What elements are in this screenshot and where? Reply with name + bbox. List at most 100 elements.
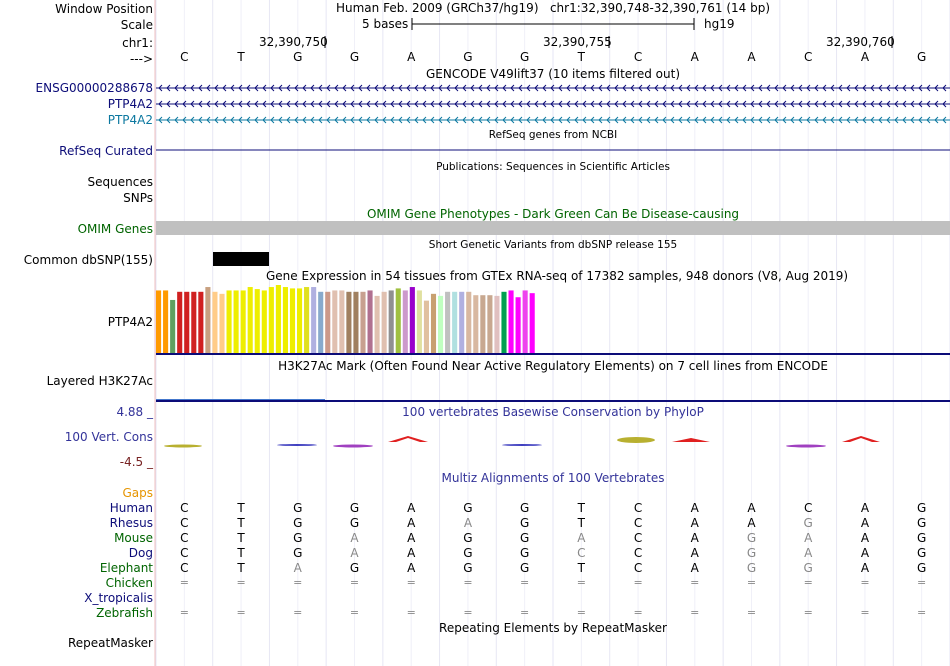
aligned-base: C — [180, 516, 189, 530]
gtex-tissue-bar[interactable] — [438, 295, 444, 353]
gtex-tissue-bar[interactable] — [261, 290, 267, 353]
aligned-base: C — [180, 546, 189, 560]
gtex-tissue-bar[interactable] — [388, 290, 394, 353]
gtex-tissue-bar[interactable] — [339, 290, 345, 353]
gtex-tissue-bar[interactable] — [163, 290, 169, 353]
gtex-tissue-bar[interactable] — [473, 295, 479, 353]
gtex-tissue-bar[interactable] — [212, 291, 218, 353]
aligned-base: G — [349, 561, 360, 575]
gtex-tissue-bar[interactable] — [522, 290, 528, 353]
omim-feature-bar[interactable] — [156, 221, 950, 235]
gtex-tissue-bar[interactable] — [416, 290, 422, 353]
gtex-tissue-bar[interactable] — [480, 295, 486, 353]
repeatmasker-title[interactable]: Repeating Elements by RepeatMasker — [439, 621, 667, 635]
gtex-tissue-bar[interactable] — [508, 290, 514, 353]
dbsnp-label[interactable]: Common dbSNP(155) — [23, 253, 153, 267]
phylop-label[interactable]: 100 Vert. Cons — [64, 430, 153, 444]
phylop-max-label: 4.88 _ — [116, 405, 153, 419]
gtex-tissue-bar[interactable] — [325, 291, 331, 353]
phylop-title[interactable]: 100 vertebrates Basewise Conservation by… — [402, 405, 704, 419]
gtex-tissue-bar[interactable] — [289, 288, 296, 353]
h3k27ac-label[interactable]: Layered H3K27Ac — [46, 374, 153, 388]
gtex-tissue-bar[interactable] — [177, 291, 183, 353]
gtex-tissue-bar[interactable] — [268, 287, 274, 353]
gtex-tissue-bar[interactable] — [381, 291, 387, 353]
gtex-tissue-bar[interactable] — [367, 290, 373, 353]
gtex-tissue-bar[interactable] — [170, 299, 176, 353]
refseq-title[interactable]: RefSeq genes from NCBI — [488, 129, 618, 141]
gtex-tissue-bar[interactable] — [353, 291, 359, 353]
gencode-track-ptp4a2-alt[interactable]: PTP4A2 — [107, 113, 153, 127]
publications-title[interactable]: Publications: Sequences in Scientific Ar… — [436, 161, 670, 173]
gtex-tissue-bar[interactable] — [487, 295, 493, 353]
gtex-tissue-bar[interactable] — [184, 291, 190, 353]
gtex-title[interactable]: Gene Expression in 54 tissues from GTEx … — [266, 269, 849, 283]
gtex-tissue-bar[interactable] — [191, 291, 197, 353]
gtex-tissue-bar[interactable] — [226, 290, 232, 353]
omim-label[interactable]: OMIM Genes — [77, 222, 153, 236]
gtex-tissue-bar[interactable] — [275, 285, 281, 353]
publications-sequences-label[interactable]: Sequences — [87, 175, 153, 189]
gtex-tissue-bar[interactable] — [311, 287, 317, 353]
aligned-base: = — [803, 576, 813, 589]
dbsnp-title[interactable]: Short Genetic Variants from dbSNP releas… — [428, 239, 678, 251]
aligned-base: C — [633, 531, 643, 545]
gtex-tissue-bar[interactable] — [515, 297, 521, 353]
gtex-tissue-bar[interactable] — [430, 293, 437, 353]
gtex-tissue-bar[interactable] — [423, 300, 429, 353]
dbsnp-variant[interactable] — [213, 252, 269, 266]
gtex-tissue-bar[interactable] — [395, 288, 401, 353]
gtex-tissue-bar[interactable] — [205, 287, 211, 353]
publications-snps-label[interactable]: SNPs — [123, 191, 153, 205]
phylop-glyph — [333, 444, 373, 448]
species-label[interactable]: Dog — [128, 546, 153, 560]
species-label[interactable]: Human — [109, 501, 153, 515]
assembly-position-title[interactable]: Human Feb. 2009 (GRCh37/hg19) chr1:32,39… — [156, 1, 950, 15]
gtex-tissue-bar[interactable] — [529, 293, 535, 353]
species-label[interactable]: Elephant — [99, 561, 153, 575]
gtex-label[interactable]: PTP4A2 — [107, 315, 153, 329]
gtex-tissue-bar[interactable] — [304, 287, 310, 353]
species-label[interactable]: Chicken — [105, 576, 153, 590]
gtex-tissue-bar[interactable] — [332, 290, 338, 353]
gtex-tissue-bar[interactable] — [409, 287, 415, 353]
gencode-track-ensg[interactable]: ENSG00000288678 — [35, 81, 153, 95]
species-label[interactable]: Mouse — [114, 531, 153, 545]
gtex-tissue-bar[interactable] — [466, 291, 472, 353]
aligned-base: T — [577, 501, 586, 515]
reference-base: G — [293, 50, 303, 64]
gtex-tissue-bar[interactable] — [402, 290, 408, 353]
species-label[interactable]: Rhesus — [109, 516, 153, 530]
species-label[interactable]: X_tropicalis — [84, 591, 153, 605]
gtex-tissue-bar[interactable] — [346, 291, 352, 353]
gtex-tissue-bar[interactable] — [219, 293, 225, 353]
species-label[interactable]: Zebrafish — [96, 606, 153, 620]
gtex-tissue-bar[interactable] — [247, 287, 253, 353]
coord-tick-2: 32,390,755 — [543, 35, 612, 49]
gtex-tissue-bar[interactable] — [459, 291, 465, 353]
gtex-tissue-bar[interactable] — [318, 291, 324, 353]
gencode-track-ptp4a2[interactable]: PTP4A2 — [107, 97, 153, 111]
gencode-title[interactable]: GENCODE V49lift37 (10 items filtered out… — [425, 67, 680, 81]
gtex-tissue-bar[interactable] — [494, 295, 500, 353]
aligned-base: T — [237, 516, 245, 530]
gtex-tissue-bar[interactable] — [374, 295, 380, 353]
gtex-tissue-bar[interactable] — [452, 291, 458, 353]
gtex-tissue-bar[interactable] — [254, 289, 260, 353]
gtex-tissue-bar[interactable] — [233, 290, 239, 353]
gtex-tissue-bar[interactable] — [198, 291, 204, 353]
h3k27ac-title[interactable]: H3K27Ac Mark (Often Found Near Active Re… — [278, 359, 828, 373]
refseq-label[interactable]: RefSeq Curated — [59, 144, 153, 158]
multiz-title[interactable]: Multiz Alignments of 100 Vertebrates — [441, 471, 665, 485]
omim-title[interactable]: OMIM Gene Phenotypes - Dark Green Can Be… — [366, 207, 740, 221]
repeatmasker-label[interactable]: RepeatMasker — [67, 636, 153, 650]
gtex-tissue-bar[interactable] — [282, 287, 288, 353]
gtex-tissue-bar[interactable] — [297, 288, 303, 353]
strand-chevrons — [158, 84, 947, 92]
gtex-tissue-bar[interactable] — [360, 291, 366, 353]
gtex-tissue-bar[interactable] — [156, 290, 162, 353]
gtex-tissue-bar[interactable] — [240, 290, 246, 353]
gtex-tissue-bar[interactable] — [445, 291, 451, 353]
gtex-tissue-bar[interactable] — [501, 291, 507, 353]
